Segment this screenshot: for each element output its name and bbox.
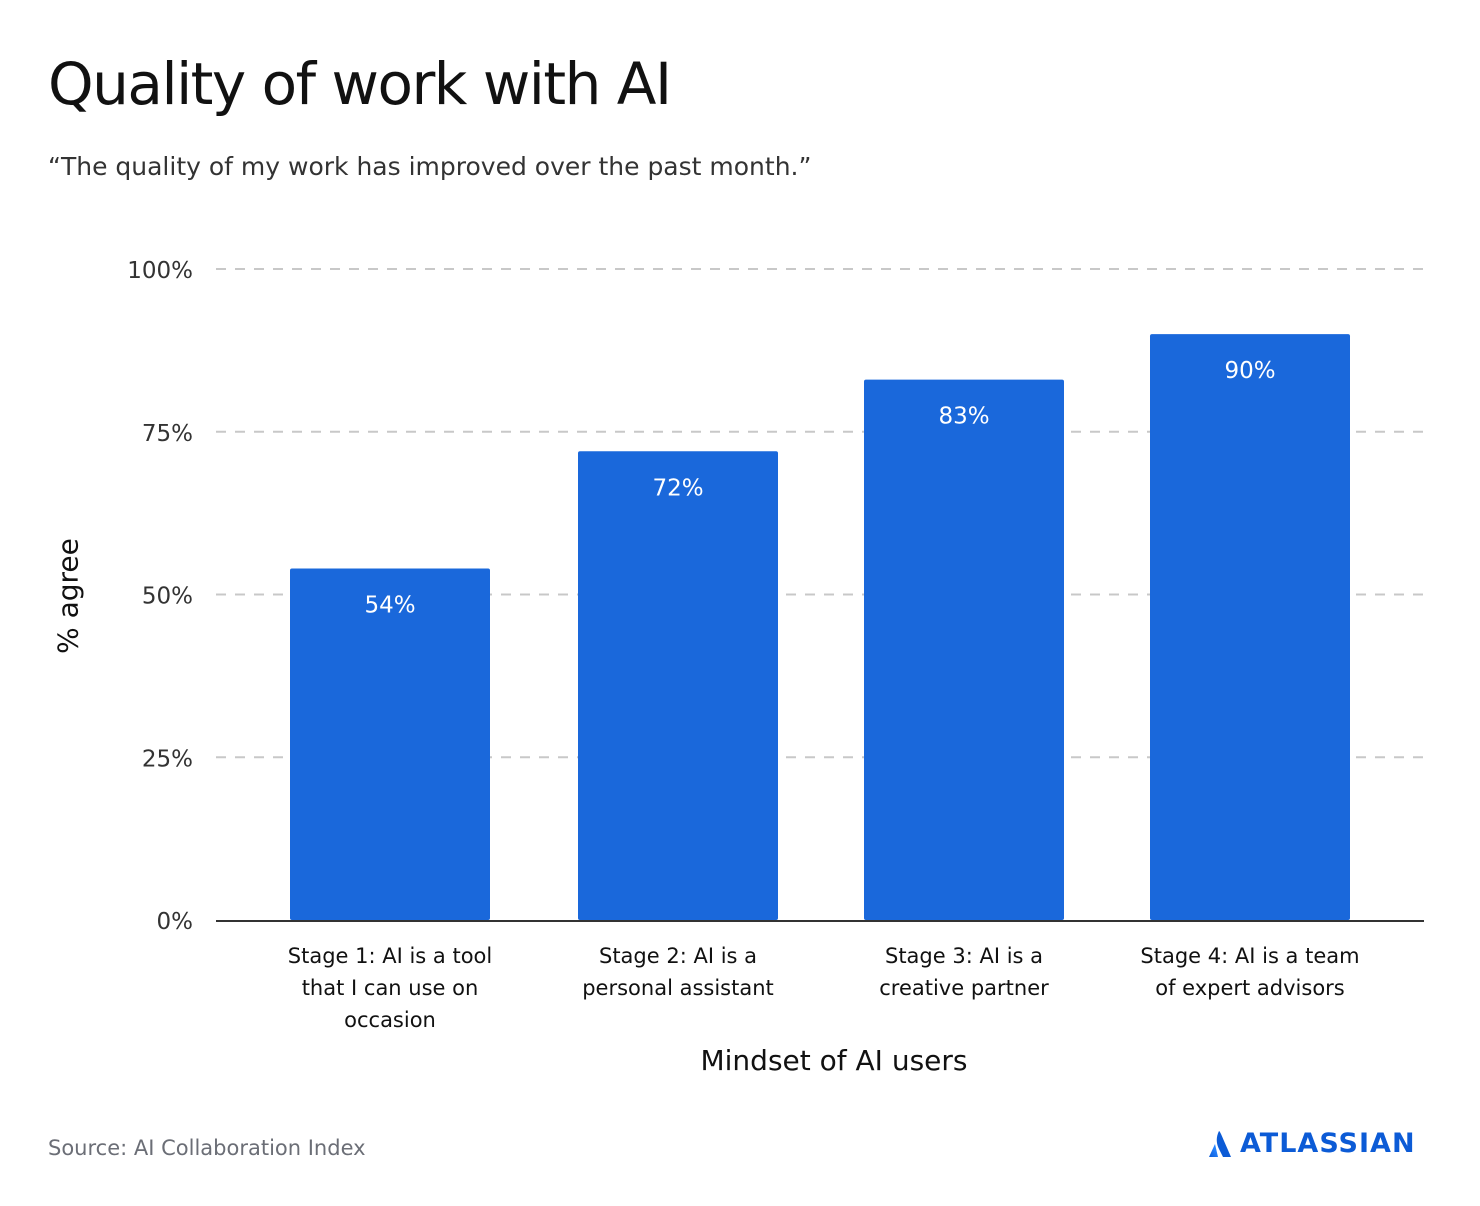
x-category-label-line: occasion: [344, 1008, 436, 1032]
atlassian-logo: ATLASSIAN: [1208, 1128, 1416, 1159]
bar: [1150, 334, 1350, 921]
x-category-label-line: of expert advisors: [1155, 976, 1345, 1000]
x-category-label-line: Stage 3: AI is a: [884, 944, 1044, 968]
x-category-label: Stage 4: AI is a team of expert advisors: [1130, 940, 1370, 1004]
bar-value-labels: 54% 72% 83% 90%: [364, 358, 1275, 618]
x-category-label: Stage 3: AI is a creative partner: [844, 940, 1084, 1004]
source-note: Source: AI Collaboration Index: [48, 1136, 366, 1160]
chart-subtitle: “The quality of my work has improved ove…: [48, 152, 812, 181]
x-category-label-line: personal assistant: [582, 976, 774, 1000]
x-category-label: Stage 2: AI is a personal assistant: [558, 940, 798, 1004]
bar-value-label: 90%: [1224, 358, 1275, 384]
x-category-label-line: Stage 2: AI is a: [598, 944, 758, 968]
y-tick-label: 0%: [157, 909, 194, 935]
bar-value-label: 54%: [364, 592, 415, 618]
bar: [290, 568, 490, 920]
y-tick-label: 50%: [142, 584, 193, 610]
atlassian-logo-icon: [1209, 1130, 1231, 1157]
x-category-label-line: Stage 4: AI is a team: [1140, 944, 1360, 968]
y-tick-label: 25%: [142, 746, 193, 772]
x-category-label-line: that I can use on: [301, 976, 479, 1000]
x-category-label: Stage 1: AI is a tool that I can use on oc…: [270, 940, 510, 1036]
x-category-label-line: Stage 1: AI is a tool: [287, 944, 493, 968]
bar-value-label: 72%: [652, 475, 703, 501]
bar: [578, 451, 778, 920]
y-tick-label: 100%: [127, 258, 193, 284]
y-axis-title: % agree: [51, 538, 85, 654]
x-axis-title: Mindset of AI users: [700, 1044, 968, 1077]
bar: [864, 379, 1064, 920]
x-category-label-line: creative partner: [879, 976, 1049, 1000]
bar-value-label: 83%: [938, 404, 989, 430]
chart-title: Quality of work with AI: [48, 50, 672, 118]
y-tick-label: 75%: [142, 421, 193, 447]
y-tick-labels: 0% 25% 50% 75% 100%: [127, 258, 193, 935]
bars: [290, 334, 1350, 921]
brand-name: ATLASSIAN: [1240, 1128, 1416, 1159]
